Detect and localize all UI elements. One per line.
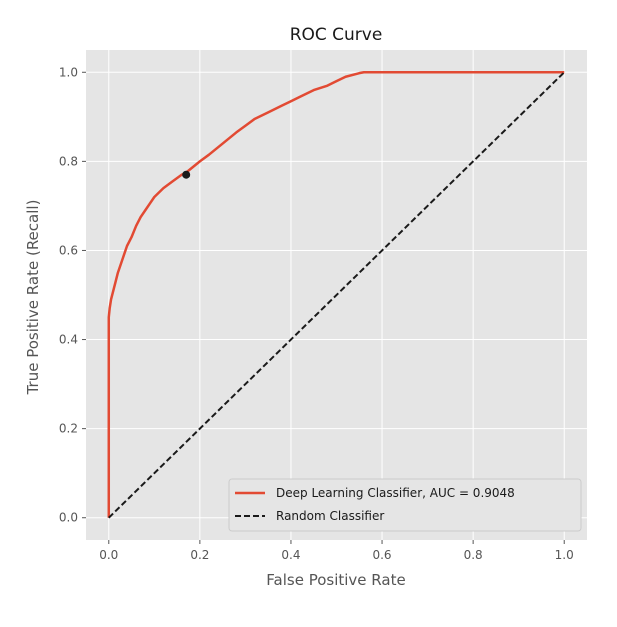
series-line-deep-learning xyxy=(107,71,565,518)
y-tick-label: 0.2 xyxy=(59,422,78,436)
y-tick-label: 0.4 xyxy=(59,333,78,347)
x-tick-label: 0.8 xyxy=(464,548,483,562)
x-tick-label: 0.4 xyxy=(281,548,300,562)
tick-layer: 0.0 0.2 0.4 0.6 0.8 1.0 0.0 0.2 0.4 0.6 0.8 1.0 xyxy=(59,65,574,562)
series-line-random xyxy=(108,71,565,519)
series-layer xyxy=(107,71,565,519)
legend-label-deep-learning: Deep Learning Classifier, AUC = 0.9048 xyxy=(276,486,515,500)
x-tick-label: 0.0 xyxy=(99,548,118,562)
legend-label-random: Random Classifier xyxy=(276,509,384,523)
y-axis-label: True Positive Rate (Recall) xyxy=(24,200,42,396)
grid-lines xyxy=(86,50,587,540)
legend: Deep Learning Classifier, AUC = 0.9048 R… xyxy=(228,478,582,532)
x-tick-label: 1.0 xyxy=(555,548,574,562)
legend-box xyxy=(228,478,582,532)
y-tick-label: 0.0 xyxy=(59,511,78,525)
threshold-point xyxy=(182,170,191,179)
y-tick-label: 0.6 xyxy=(59,243,78,257)
y-tick-label: 1.0 xyxy=(59,65,78,79)
y-tick-label: 0.8 xyxy=(59,154,78,168)
chart-title: ROC Curve xyxy=(290,25,383,45)
x-tick-label: 0.2 xyxy=(190,548,209,562)
x-tick-label: 0.6 xyxy=(372,548,391,562)
x-axis-label: False Positive Rate xyxy=(266,571,405,589)
